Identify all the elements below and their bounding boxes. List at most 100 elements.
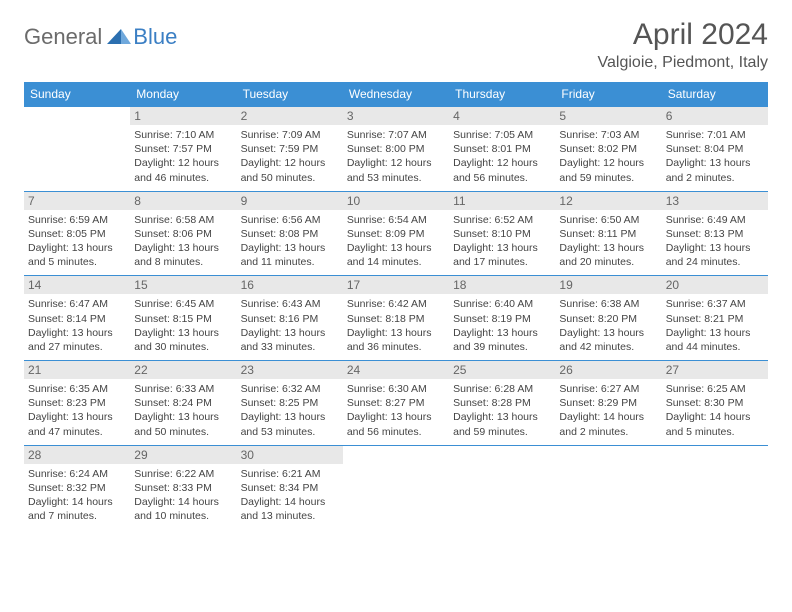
calendar-day-cell: 3Sunrise: 7:07 AMSunset: 8:00 PMDaylight… (343, 107, 449, 192)
daylight-text: Daylight: 13 hours and 30 minutes. (134, 326, 232, 354)
daylight-text: Daylight: 13 hours and 33 minutes. (241, 326, 339, 354)
calendar-day-cell: 15Sunrise: 6:45 AMSunset: 8:15 PMDayligh… (130, 276, 236, 361)
daylight-text: Daylight: 13 hours and 42 minutes. (559, 326, 657, 354)
sunset-text: Sunset: 8:05 PM (28, 227, 126, 241)
sunset-text: Sunset: 8:25 PM (241, 396, 339, 410)
daylight-text: Daylight: 14 hours and 10 minutes. (134, 495, 232, 523)
calendar-header-row: Sunday Monday Tuesday Wednesday Thursday… (24, 82, 768, 107)
sunrise-text: Sunrise: 6:54 AM (347, 213, 445, 227)
daylight-text: Daylight: 12 hours and 56 minutes. (453, 156, 551, 184)
calendar-day-cell (662, 445, 768, 529)
daylight-text: Daylight: 13 hours and 36 minutes. (347, 326, 445, 354)
day-number: 29 (130, 446, 236, 464)
sunset-text: Sunset: 8:10 PM (453, 227, 551, 241)
day-number: 25 (449, 361, 555, 379)
sunset-text: Sunset: 8:27 PM (347, 396, 445, 410)
daylight-text: Daylight: 14 hours and 7 minutes. (28, 495, 126, 523)
calendar-day-cell: 9Sunrise: 6:56 AMSunset: 8:08 PMDaylight… (237, 191, 343, 276)
daylight-text: Daylight: 13 hours and 5 minutes. (28, 241, 126, 269)
daylight-text: Daylight: 13 hours and 47 minutes. (28, 410, 126, 438)
calendar-day-cell: 2Sunrise: 7:09 AMSunset: 7:59 PMDaylight… (237, 107, 343, 192)
calendar-day-cell: 13Sunrise: 6:49 AMSunset: 8:13 PMDayligh… (662, 191, 768, 276)
sunrise-text: Sunrise: 7:10 AM (134, 128, 232, 142)
weekday-header: Wednesday (343, 82, 449, 107)
calendar-day-cell: 28Sunrise: 6:24 AMSunset: 8:32 PMDayligh… (24, 445, 130, 529)
daylight-text: Daylight: 13 hours and 59 minutes. (453, 410, 551, 438)
sunset-text: Sunset: 8:28 PM (453, 396, 551, 410)
day-number: 7 (24, 192, 130, 210)
day-number: 1 (130, 107, 236, 125)
day-number: 23 (237, 361, 343, 379)
sunrise-text: Sunrise: 6:35 AM (28, 382, 126, 396)
calendar-day-cell: 21Sunrise: 6:35 AMSunset: 8:23 PMDayligh… (24, 361, 130, 446)
calendar-week-row: 14Sunrise: 6:47 AMSunset: 8:14 PMDayligh… (24, 276, 768, 361)
day-number: 22 (130, 361, 236, 379)
sunrise-text: Sunrise: 6:21 AM (241, 467, 339, 481)
calendar-day-cell (24, 107, 130, 192)
daylight-text: Daylight: 14 hours and 13 minutes. (241, 495, 339, 523)
sunset-text: Sunset: 8:32 PM (28, 481, 126, 495)
sunrise-text: Sunrise: 6:52 AM (453, 213, 551, 227)
location: Valgioie, Piedmont, Italy (598, 54, 768, 72)
sunrise-text: Sunrise: 6:32 AM (241, 382, 339, 396)
sunrise-text: Sunrise: 7:03 AM (559, 128, 657, 142)
daylight-text: Daylight: 13 hours and 14 minutes. (347, 241, 445, 269)
title-block: April 2024 Valgioie, Piedmont, Italy (598, 18, 768, 72)
daylight-text: Daylight: 13 hours and 44 minutes. (666, 326, 764, 354)
calendar-day-cell: 24Sunrise: 6:30 AMSunset: 8:27 PMDayligh… (343, 361, 449, 446)
calendar-week-row: 28Sunrise: 6:24 AMSunset: 8:32 PMDayligh… (24, 445, 768, 529)
calendar-day-cell: 20Sunrise: 6:37 AMSunset: 8:21 PMDayligh… (662, 276, 768, 361)
calendar-day-cell (343, 445, 449, 529)
calendar-day-cell: 6Sunrise: 7:01 AMSunset: 8:04 PMDaylight… (662, 107, 768, 192)
sunset-text: Sunset: 8:23 PM (28, 396, 126, 410)
sunrise-text: Sunrise: 6:49 AM (666, 213, 764, 227)
calendar-day-cell: 19Sunrise: 6:38 AMSunset: 8:20 PMDayligh… (555, 276, 661, 361)
sunrise-text: Sunrise: 6:30 AM (347, 382, 445, 396)
sunset-text: Sunset: 8:13 PM (666, 227, 764, 241)
daylight-text: Daylight: 13 hours and 50 minutes. (134, 410, 232, 438)
day-number: 2 (237, 107, 343, 125)
sunset-text: Sunset: 8:16 PM (241, 312, 339, 326)
calendar-day-cell: 22 Sunrise: 6:33 AMSunset: 8:24 PMDayligh… (130, 361, 236, 446)
weekday-header: Sunday (24, 82, 130, 107)
sunset-text: Sunset: 8:19 PM (453, 312, 551, 326)
calendar-day-cell: 7Sunrise: 6:59 AMSunset: 8:05 PMDaylight… (24, 191, 130, 276)
sunrise-text: Sunrise: 7:09 AM (241, 128, 339, 142)
day-number: 26 (555, 361, 661, 379)
weekday-header: Thursday (449, 82, 555, 107)
calendar-day-cell: 29Sunrise: 6:22 AMSunset: 8:33 PMDayligh… (130, 445, 236, 529)
sunrise-text: Sunrise: 6:45 AM (134, 297, 232, 311)
day-number: 3 (343, 107, 449, 125)
calendar-day-cell: 1Sunrise: 7:10 AMSunset: 7:57 PMDaylight… (130, 107, 236, 192)
weekday-header: Tuesday (237, 82, 343, 107)
calendar-day-cell: 17Sunrise: 6:42 AMSunset: 8:18 PMDayligh… (343, 276, 449, 361)
daylight-text: Daylight: 13 hours and 17 minutes. (453, 241, 551, 269)
day-number: 10 (343, 192, 449, 210)
sunrise-text: Sunrise: 6:43 AM (241, 297, 339, 311)
sunrise-text: Sunrise: 7:01 AM (666, 128, 764, 142)
daylight-text: Daylight: 13 hours and 2 minutes. (666, 156, 764, 184)
calendar-day-cell: 23Sunrise: 6:32 AMSunset: 8:25 PMDayligh… (237, 361, 343, 446)
calendar-body: 1Sunrise: 7:10 AMSunset: 7:57 PMDaylight… (24, 107, 768, 530)
calendar-day-cell: 26Sunrise: 6:27 AMSunset: 8:29 PMDayligh… (555, 361, 661, 446)
sunset-text: Sunset: 8:00 PM (347, 142, 445, 156)
sunrise-text: Sunrise: 6:56 AM (241, 213, 339, 227)
sunrise-text: Sunrise: 7:07 AM (347, 128, 445, 142)
weekday-header: Saturday (662, 82, 768, 107)
sunset-text: Sunset: 8:14 PM (28, 312, 126, 326)
sunrise-text: Sunrise: 6:24 AM (28, 467, 126, 481)
calendar-day-cell: 8Sunrise: 6:58 AMSunset: 8:06 PMDaylight… (130, 191, 236, 276)
day-number: 13 (662, 192, 768, 210)
day-number: 30 (237, 446, 343, 464)
daylight-text: Daylight: 12 hours and 59 minutes. (559, 156, 657, 184)
sunset-text: Sunset: 8:18 PM (347, 312, 445, 326)
sunset-text: Sunset: 8:24 PM (134, 396, 232, 410)
sunrise-text: Sunrise: 6:50 AM (559, 213, 657, 227)
sunrise-text: Sunrise: 6:25 AM (666, 382, 764, 396)
sunrise-text: Sunrise: 6:33 AM (134, 382, 232, 396)
calendar-day-cell: 30 Sunrise: 6:21 AMSunset: 8:34 PMDayligh… (237, 445, 343, 529)
daylight-text: Daylight: 13 hours and 56 minutes. (347, 410, 445, 438)
sunset-text: Sunset: 8:02 PM (559, 142, 657, 156)
sunset-text: Sunset: 8:34 PM (241, 481, 339, 495)
calendar-day-cell: 4Sunrise: 7:05 AMSunset: 8:01 PMDaylight… (449, 107, 555, 192)
